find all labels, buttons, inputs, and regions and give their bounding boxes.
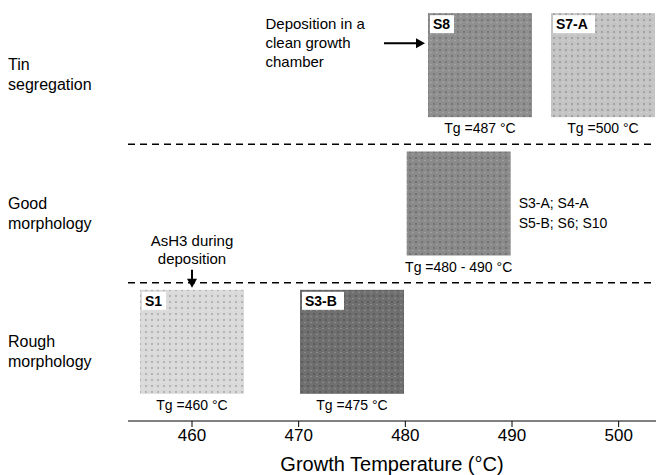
svg-text:S7-A: S7-A bbox=[556, 16, 588, 32]
svg-text:S8: S8 bbox=[433, 16, 450, 32]
svg-text:S1: S1 bbox=[145, 293, 162, 309]
html-text:morphology: morphology bbox=[8, 352, 92, 370]
svg-text:470: 470 bbox=[284, 426, 312, 445]
svg-text:490: 490 bbox=[498, 426, 526, 445]
html-text:Tin: Tin bbox=[8, 56, 30, 74]
svg-text:500: 500 bbox=[604, 426, 632, 445]
svg-text:480: 480 bbox=[391, 426, 419, 445]
svg-text:clean growth: clean growth bbox=[266, 34, 351, 51]
svg-text:S5-B; S6; S10: S5-B; S6; S10 bbox=[519, 215, 608, 231]
svg-text:Tg =475 °C: Tg =475 °C bbox=[316, 397, 387, 413]
html-text:Rough: Rough bbox=[8, 332, 56, 350]
svg-text:Deposition in a: Deposition in a bbox=[266, 15, 366, 32]
html-text:segregation: segregation bbox=[8, 76, 92, 94]
svg-text:Tg =480 - 490 °C: Tg =480 - 490 °C bbox=[405, 259, 512, 275]
svg-text:deposition: deposition bbox=[158, 250, 226, 267]
svg-text:S3-B: S3-B bbox=[305, 293, 337, 309]
html-text:Good: Good bbox=[8, 194, 48, 212]
html-text:morphology: morphology bbox=[8, 214, 92, 232]
svg-text:S3-A; S4-A: S3-A; S4-A bbox=[519, 195, 590, 211]
svg-text:Growth Temperature (°C): Growth Temperature (°C) bbox=[280, 453, 503, 475]
svg-text:chamber: chamber bbox=[266, 53, 324, 70]
svg-text:Tg =500 °C: Tg =500 °C bbox=[567, 120, 638, 136]
svg-text:AsH3 during: AsH3 during bbox=[151, 232, 234, 249]
svg-text:Tg =487 °C: Tg =487 °C bbox=[444, 120, 515, 136]
svg-text:Tg =460 °C: Tg =460 °C bbox=[156, 397, 227, 413]
svg-text:460: 460 bbox=[178, 426, 206, 445]
